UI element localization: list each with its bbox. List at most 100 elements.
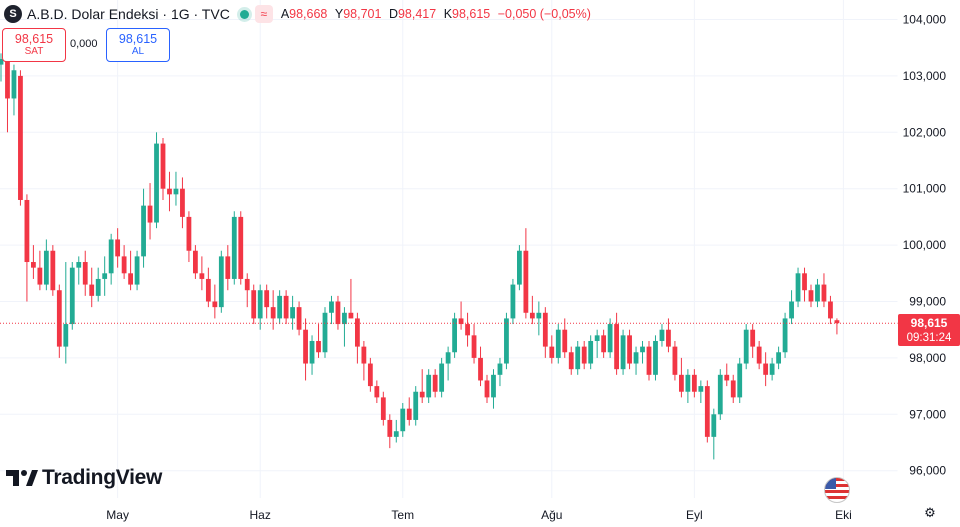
candle[interactable] bbox=[31, 245, 36, 279]
candle[interactable] bbox=[594, 329, 600, 358]
candle[interactable] bbox=[316, 324, 321, 358]
candle[interactable] bbox=[633, 346, 639, 375]
candle[interactable] bbox=[121, 245, 127, 279]
candle[interactable] bbox=[348, 278, 354, 319]
price-axis[interactable]: 104,000 103,000 102,000 101,000 100,000 99,00… bbox=[897, 0, 946, 522]
candle[interactable] bbox=[620, 329, 626, 375]
candle[interactable] bbox=[724, 363, 730, 387]
candle[interactable] bbox=[581, 340, 587, 370]
candle[interactable] bbox=[193, 245, 198, 279]
candle[interactable] bbox=[730, 374, 736, 404]
candle[interactable] bbox=[763, 352, 769, 387]
candle[interactable] bbox=[115, 228, 121, 268]
candle[interactable] bbox=[510, 278, 516, 325]
candle[interactable] bbox=[63, 262, 69, 364]
candle[interactable] bbox=[251, 284, 257, 325]
candle[interactable] bbox=[11, 64, 17, 116]
candle[interactable] bbox=[465, 312, 470, 347]
candle[interactable] bbox=[89, 267, 95, 308]
candle[interactable] bbox=[355, 312, 360, 364]
candle[interactable] bbox=[685, 369, 691, 404]
candle[interactable] bbox=[802, 267, 807, 302]
candle[interactable] bbox=[478, 346, 483, 387]
candle[interactable] bbox=[367, 357, 373, 392]
candle[interactable] bbox=[659, 324, 665, 347]
candle[interactable] bbox=[711, 408, 717, 460]
symbol-title[interactable]: A.B.D. Dolar Endeksi · 1G · TVC bbox=[27, 6, 230, 22]
candle[interactable] bbox=[102, 256, 108, 296]
candle[interactable] bbox=[76, 256, 82, 285]
candle[interactable] bbox=[283, 290, 289, 325]
candle[interactable] bbox=[782, 312, 788, 358]
candle[interactable] bbox=[555, 324, 561, 364]
candle[interactable] bbox=[108, 233, 114, 285]
candle[interactable] bbox=[238, 211, 244, 285]
candle[interactable] bbox=[536, 301, 542, 336]
candle[interactable] bbox=[497, 357, 503, 387]
candles[interactable] bbox=[0, 47, 840, 460]
candle[interactable] bbox=[361, 340, 367, 381]
candle[interactable] bbox=[400, 403, 406, 437]
candle[interactable] bbox=[264, 284, 270, 319]
candle[interactable] bbox=[56, 284, 62, 358]
candle[interactable] bbox=[691, 369, 697, 398]
candle[interactable] bbox=[458, 301, 464, 330]
candle[interactable] bbox=[387, 414, 393, 449]
candle[interactable] bbox=[834, 318, 840, 335]
candle[interactable] bbox=[653, 335, 658, 381]
sell-button[interactable]: 98,615 SAT bbox=[2, 28, 66, 62]
candle[interactable] bbox=[95, 267, 101, 302]
candle[interactable] bbox=[270, 290, 276, 330]
candle[interactable] bbox=[147, 183, 153, 240]
candle[interactable] bbox=[244, 273, 250, 308]
candle[interactable] bbox=[24, 194, 30, 302]
candle[interactable] bbox=[575, 340, 581, 375]
candle[interactable] bbox=[134, 250, 140, 291]
candle[interactable] bbox=[257, 284, 263, 330]
candle[interactable] bbox=[549, 335, 555, 364]
candle[interactable] bbox=[756, 340, 762, 370]
candle[interactable] bbox=[445, 346, 451, 381]
candle[interactable] bbox=[504, 312, 509, 370]
candle[interactable] bbox=[173, 171, 179, 206]
us-flag-icon[interactable] bbox=[824, 477, 850, 503]
candle[interactable] bbox=[296, 301, 302, 336]
candle[interactable] bbox=[679, 357, 684, 398]
candle[interactable] bbox=[795, 267, 801, 308]
candle[interactable] bbox=[614, 312, 619, 375]
candle[interactable] bbox=[342, 307, 347, 347]
candle[interactable] bbox=[393, 419, 399, 443]
candle[interactable] bbox=[517, 245, 522, 291]
candle[interactable] bbox=[601, 329, 607, 358]
candle[interactable] bbox=[484, 374, 490, 404]
tradingview-logo[interactable]: TradingView bbox=[6, 466, 162, 490]
symbol-badge[interactable]: S bbox=[4, 5, 22, 23]
candle[interactable] bbox=[180, 177, 185, 229]
candle[interactable] bbox=[704, 380, 710, 443]
candle[interactable] bbox=[737, 357, 743, 404]
candle[interactable] bbox=[231, 211, 237, 285]
buy-button[interactable]: 98,615 AL bbox=[106, 28, 170, 62]
candle[interactable] bbox=[413, 386, 419, 426]
candle[interactable] bbox=[808, 284, 814, 308]
candle[interactable] bbox=[303, 318, 308, 381]
candle[interactable] bbox=[627, 329, 632, 370]
candle[interactable] bbox=[743, 324, 749, 370]
candle[interactable] bbox=[335, 295, 341, 330]
candle[interactable] bbox=[452, 312, 457, 358]
candle[interactable] bbox=[0, 53, 4, 82]
candle[interactable] bbox=[776, 346, 781, 370]
candle[interactable] bbox=[380, 391, 386, 426]
candle[interactable] bbox=[205, 267, 211, 308]
candle[interactable] bbox=[815, 278, 820, 308]
candle[interactable] bbox=[529, 295, 535, 325]
candle[interactable] bbox=[828, 295, 833, 325]
candle[interactable] bbox=[491, 369, 496, 409]
candle[interactable] bbox=[471, 324, 477, 364]
candle[interactable] bbox=[290, 295, 295, 330]
candle[interactable] bbox=[199, 256, 205, 291]
time-axis[interactable]: May Haz Tem Ağu Eyl Eki bbox=[106, 508, 851, 522]
candle[interactable] bbox=[698, 380, 704, 404]
